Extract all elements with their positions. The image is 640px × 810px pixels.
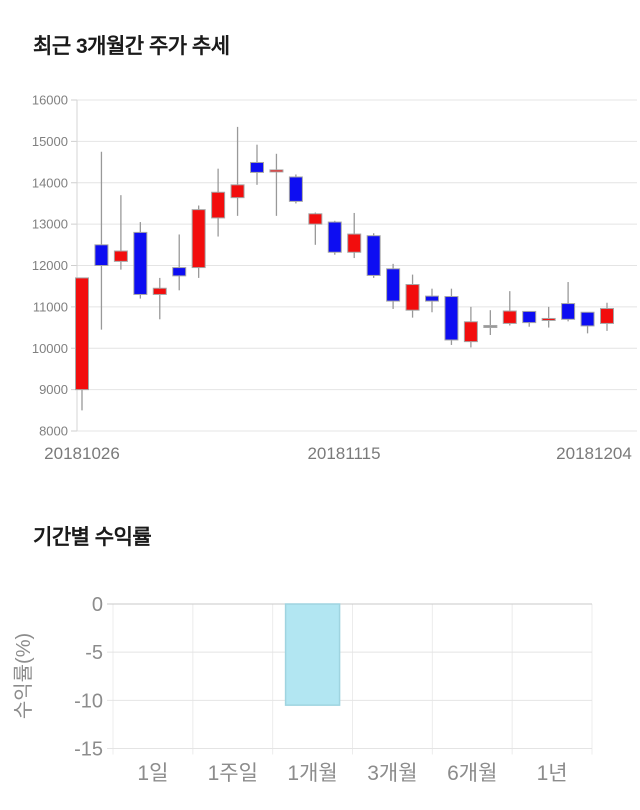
- returns-x-axis-labels: 1일 1주일 1개월 3개월 6개월 1년: [137, 762, 567, 785]
- price-y-tick-label: 15000: [32, 134, 68, 149]
- returns-x-tick-label: 1개월: [287, 762, 337, 785]
- candle: [327, 220, 342, 255]
- returns-x-tick-label: 6개월: [447, 762, 497, 785]
- candle: [230, 126, 245, 216]
- returns-x-tick-label: 1주일: [208, 762, 258, 785]
- candle: [288, 174, 303, 204]
- price-y-tick-label: 12000: [32, 258, 68, 273]
- candle: [580, 311, 595, 334]
- candle: [172, 234, 187, 291]
- candle: [541, 306, 556, 328]
- price-x-tick-label: 20181115: [307, 444, 380, 463]
- return-bar-1개월: [284, 603, 341, 706]
- price-chart-title: 최근 3개월간 주가 추세: [33, 35, 230, 58]
- price-y-tick-label: 14000: [32, 175, 68, 190]
- candle: [347, 212, 362, 259]
- returns-y-tick-label: 0: [92, 594, 103, 616]
- price-x-axis-labels: 20181026 20181115 20181204: [44, 444, 632, 463]
- candle: [386, 263, 401, 309]
- returns-chart-title: 기간별 수익률: [33, 526, 152, 549]
- returns-y-tick-label: -5: [85, 642, 103, 664]
- candle: [191, 205, 206, 278]
- returns-y-tick-label: -15: [74, 739, 103, 761]
- candle: [444, 288, 459, 345]
- returns-grid: [107, 603, 593, 755]
- price-candles: [75, 126, 614, 411]
- candle: [366, 233, 381, 278]
- price-candlestick-chart: 16000 15000 14000 13000 12000 11000 10000 9000 8…: [32, 93, 637, 463]
- candle: [600, 302, 614, 331]
- candle: [502, 291, 517, 326]
- returns-x-tick-label: 1년: [537, 762, 568, 785]
- candle: [94, 151, 109, 330]
- returns-y-axis-title: 수익률(%): [12, 633, 35, 719]
- price-y-tick-label: 8000: [39, 424, 68, 439]
- price-x-tick-label: 20181026: [44, 444, 120, 463]
- price-y-tick-label: 16000: [32, 93, 68, 108]
- price-grid: [71, 99, 637, 432]
- price-y-tick-label: 9000: [39, 382, 68, 397]
- candle: [269, 153, 284, 216]
- returns-x-tick-label: 3개월: [367, 762, 417, 785]
- returns-y-tick-label: -10: [74, 690, 103, 712]
- price-y-tick-label: 13000: [32, 217, 68, 232]
- price-x-tick-label: 20181204: [556, 444, 632, 463]
- candle: [211, 168, 226, 237]
- candle: [522, 310, 537, 327]
- candle: [308, 212, 323, 245]
- candle: [133, 222, 148, 299]
- candle: [405, 274, 420, 318]
- candle: [250, 144, 264, 185]
- price-y-tick-label: 10000: [32, 341, 68, 356]
- candle: [561, 282, 576, 322]
- returns-x-tick-label: 1일: [137, 762, 168, 785]
- candle: [425, 288, 439, 313]
- candle: [483, 310, 498, 336]
- candle: [152, 277, 167, 320]
- candle: [75, 277, 89, 411]
- candle: [463, 306, 478, 348]
- returns-bars: [284, 603, 341, 706]
- returns-y-axis-labels: 0 -5 -10 -15: [74, 594, 103, 761]
- price-y-axis-labels: 16000 15000 14000 13000 12000 11000 10000 9000 8…: [32, 93, 68, 439]
- candle: [113, 195, 128, 270]
- returns-bar-chart: 0 -5 -10 -15 1일 1주일 1개월 3개월 6개월 1년 수익률(%): [12, 594, 593, 785]
- price-y-tick-label: 11000: [33, 299, 68, 314]
